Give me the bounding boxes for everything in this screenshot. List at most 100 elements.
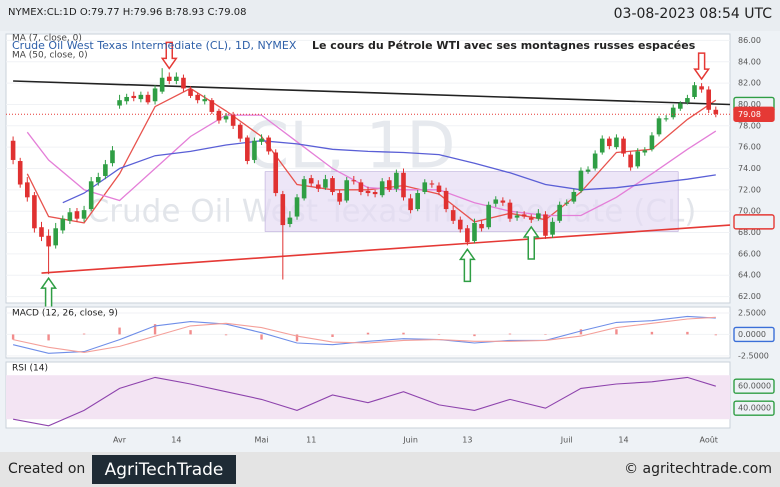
candle-body [280,194,286,226]
logo-text: AgriTechTrade [105,460,224,480]
x-tick-label: Mai [255,436,269,445]
indicator-line [12,315,716,354]
x-tick-label: 13 [462,436,472,445]
axis-tag [733,106,775,122]
panel [5,306,731,359]
y-tick-label: 64.00 [738,271,761,280]
candle-body [536,213,541,219]
y-tick-label: 62.00 [738,292,761,301]
histogram-bar [189,330,192,335]
histogram-bar [437,334,441,335]
histogram-bar [402,332,405,335]
candle-body [103,164,108,176]
candle-body [472,222,477,242]
y-tick-label: 82.00 [738,79,761,88]
candle-body [564,202,570,204]
candle-body [479,224,484,229]
candle-body [60,218,66,231]
y-tick-label: 76.00 [738,143,761,152]
histogram-bar [260,334,263,340]
y-tick-label: 86.00 [738,36,761,45]
candle-body [358,182,364,192]
y-tick-label: 70.00 [738,207,761,216]
candle-body [252,140,257,160]
x-tick-label: Juin [402,436,418,445]
signal-arrow [458,248,476,283]
histogram-bar [295,334,299,342]
candle-body [152,88,158,102]
candle-body [32,195,37,229]
candle-body [337,193,342,202]
histogram-bar [224,334,228,336]
x-tick-label: 11 [306,436,316,445]
x-tick-label: Août [699,436,717,445]
candle-body [372,191,378,195]
candle-body [415,193,420,210]
candle-body [379,181,385,196]
candle-body [81,210,87,219]
y-tick-label: 0.0000 [738,330,766,339]
x-tick-label: 14 [171,436,181,445]
candle-body [670,107,676,118]
candle-body [316,184,321,189]
header-bar [0,0,780,31]
candle-body [578,170,584,191]
candle-body [713,109,719,115]
candle-body [117,100,122,106]
candle-body [308,178,314,184]
candle-body [287,217,293,225]
candle-body [486,204,491,228]
candle-body [46,235,51,247]
candle-body [138,94,144,100]
candle-body [216,110,222,121]
panel-title: MACD (12, 26, close, 9) [12,309,118,319]
y-tick-label: 66.00 [738,249,761,258]
histogram-bar [47,334,50,341]
candle-body [706,89,712,110]
candle-body [656,118,662,135]
x-tick-label: Avr [113,436,127,445]
footer-site: © agritechtrade.com [624,461,772,477]
candle-body [614,137,619,148]
histogram-bar [714,334,718,336]
candle-body [330,178,335,192]
candle-body [351,180,357,182]
candle-body [500,200,506,203]
candle-body [550,221,555,235]
candle-body [323,179,328,188]
y-tick-label: 2.5000 [738,309,766,318]
candle-body [699,86,704,90]
axis-tag-label: 79.08 [738,110,761,119]
candle-body [202,99,208,102]
candle-body [223,116,229,120]
axis-tag [733,400,775,416]
candle-body [628,154,633,168]
panel-title: RSI (14) [12,364,48,374]
candle-body [24,182,30,198]
candle-body [174,76,179,81]
candle-body [88,181,94,210]
y-tick-label: 84.00 [738,57,761,66]
candle-body [514,215,520,218]
histogram-bar [686,331,689,335]
candle-body [557,204,562,221]
y-tick-label: 72.00 [738,185,761,194]
candle-body [145,94,151,103]
candle-body [465,228,470,243]
indicator-line [12,316,716,353]
candle-body [259,138,264,142]
footer-created: Created on [8,461,85,477]
candle-body [124,96,129,102]
candle-body [507,202,513,219]
candle-body [599,138,605,153]
candle-body [365,190,371,194]
chart-layer: 62.00 64.00 66.00 68.00 70.00 72.00 74.00 76.00… [5,33,775,445]
signal-arrow [693,52,711,81]
candle-body [110,150,115,164]
candle-body [621,138,626,154]
histogram-bar [153,324,157,335]
candle-body [607,138,612,147]
candle-body [39,227,44,237]
y-tick-label: 60.0000 [738,382,771,391]
candle-body [635,151,641,167]
